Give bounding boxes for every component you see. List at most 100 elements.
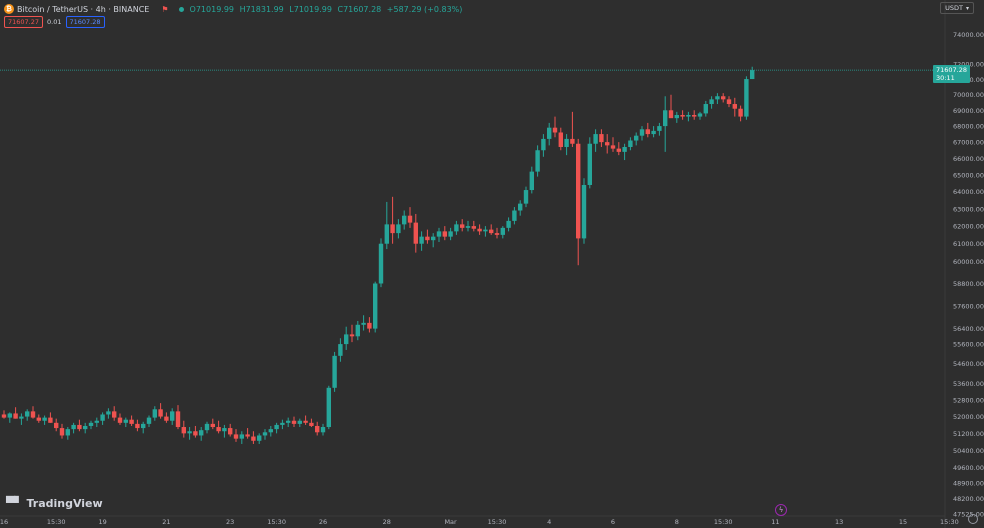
- candle-body: [135, 423, 140, 429]
- symbol-title[interactable]: Bitcoin / TetherUS · 4h · BINANCE: [17, 4, 150, 14]
- candle-body: [199, 430, 204, 436]
- candle-body: [500, 227, 505, 235]
- last-price-value: 71607.28: [935, 66, 967, 75]
- candle-body: [181, 427, 186, 434]
- y-tick-label: 60000.00: [953, 258, 984, 266]
- bar-countdown: 30:11: [935, 74, 955, 83]
- candle-body: [71, 424, 76, 430]
- sell-button[interactable]: 71607.27: [4, 16, 44, 28]
- candle-body: [460, 224, 465, 228]
- candle-body: [25, 411, 30, 417]
- candle-body: [402, 215, 407, 225]
- brand-name: TradingView: [26, 496, 103, 510]
- candle-body: [541, 138, 546, 151]
- candle-body: [454, 224, 459, 232]
- y-tick-label: 65000.00: [953, 171, 984, 179]
- candle-body: [216, 427, 221, 432]
- candle-body: [547, 127, 552, 139]
- candle-body: [112, 411, 117, 418]
- candle-body: [170, 411, 175, 421]
- x-tick-label: 4: [547, 518, 551, 526]
- candle-body: [523, 190, 529, 204]
- candle-body: [326, 387, 331, 428]
- candle-body: [373, 283, 378, 329]
- candle-body: [703, 104, 708, 114]
- gear-icon[interactable]: [968, 514, 978, 524]
- y-tick-label: 53600.00: [953, 380, 984, 388]
- candle-body: [274, 424, 279, 430]
- candle-body: [65, 429, 70, 436]
- candle-body: [152, 409, 157, 418]
- candle-body: [599, 134, 604, 143]
- candle-body: [257, 435, 262, 441]
- live-dot-icon: [178, 6, 184, 12]
- currency-selector[interactable]: USDT ▾: [940, 2, 974, 14]
- candle-body: [233, 434, 239, 439]
- ohlc-low: L71019.99: [289, 4, 332, 14]
- candle-body: [465, 226, 471, 228]
- candle-body: [721, 96, 726, 100]
- candle-body: [489, 229, 494, 234]
- candle-body: [732, 104, 737, 109]
- candle-body: [42, 417, 47, 421]
- candle-body: [622, 146, 627, 152]
- currency-label: USDT: [945, 4, 963, 12]
- y-tick-label: 57600.00: [953, 302, 984, 310]
- candle-body: [100, 414, 105, 421]
- candle-body: [413, 222, 418, 244]
- chevron-down-icon: ▾: [965, 4, 969, 12]
- candle-body: [361, 322, 366, 325]
- candle-body: [164, 416, 169, 421]
- candle-body: [320, 427, 326, 433]
- x-tick-label: 15:30: [47, 518, 66, 526]
- buy-button[interactable]: 71607.28: [65, 16, 105, 28]
- candle-body: [471, 226, 476, 229]
- flag-icon[interactable]: ⚑: [161, 4, 169, 14]
- candle-body: [396, 224, 401, 234]
- candle-body: [552, 127, 558, 133]
- x-tick-label: 26: [319, 518, 327, 526]
- x-tick-label: 13: [835, 518, 843, 526]
- y-tick-label: 58800.00: [953, 280, 984, 288]
- candle-body: [210, 423, 215, 428]
- candle-body: [54, 422, 59, 429]
- candle-body: [558, 132, 563, 147]
- candle-body: [262, 432, 268, 436]
- candle-body: [419, 236, 424, 244]
- y-tick-label: 64000.00: [953, 188, 984, 196]
- y-tick-label: 49600.00: [953, 464, 984, 472]
- candle-body: [193, 431, 198, 436]
- tradingview-brand[interactable]: ▀▘ TradingView: [6, 496, 103, 510]
- candle-body: [587, 143, 592, 185]
- candle-body: [83, 425, 88, 430]
- candle-body: [477, 228, 482, 232]
- y-tick-label: 50400.00: [953, 447, 984, 455]
- y-tick-label: 67000.00: [953, 139, 984, 147]
- candle-body: [355, 324, 360, 337]
- y-tick-label: 51200.00: [953, 430, 984, 438]
- candle-body: [297, 420, 302, 424]
- candle-body: [709, 99, 714, 105]
- candle-body: [239, 434, 244, 439]
- candle-body: [141, 423, 146, 429]
- candle-body: [425, 236, 430, 241]
- x-tick-label: Mar: [444, 518, 457, 526]
- candle-body: [715, 96, 720, 100]
- candle-body: [13, 413, 18, 419]
- y-tick-label: 70000.00: [953, 91, 984, 99]
- candle-body: [616, 148, 621, 152]
- trade-buttons: 71607.27 0.01 71607.28: [4, 16, 109, 28]
- x-tick-label: 11: [771, 518, 779, 526]
- candle-body: [639, 129, 645, 136]
- x-tick-label: 15:30: [488, 518, 507, 526]
- candle-body: [518, 203, 523, 211]
- x-tick-label: 21: [162, 518, 170, 526]
- candle-body: [332, 355, 337, 388]
- candle-body: [146, 417, 152, 424]
- candle-body: [442, 231, 447, 237]
- y-tick-label: 62000.00: [953, 223, 984, 231]
- lightning-icon[interactable]: ϟ: [775, 504, 787, 516]
- candle-body: [117, 417, 123, 423]
- candle-body: [94, 420, 99, 423]
